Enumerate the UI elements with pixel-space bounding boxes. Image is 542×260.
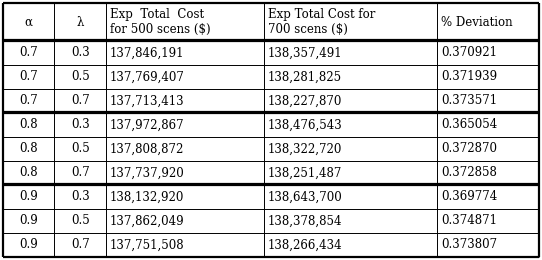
Text: 0.369774: 0.369774 xyxy=(441,191,498,204)
Text: 138,266,434: 138,266,434 xyxy=(268,238,343,251)
Text: 0.9: 0.9 xyxy=(20,191,38,204)
Text: 137,737,920: 137,737,920 xyxy=(110,166,185,179)
Text: 0.7: 0.7 xyxy=(20,70,38,83)
Text: λ: λ xyxy=(76,16,84,29)
Text: 0.370921: 0.370921 xyxy=(441,47,497,60)
Text: 0.374871: 0.374871 xyxy=(441,214,497,228)
Text: % Deviation: % Deviation xyxy=(441,16,513,29)
Text: 0.373571: 0.373571 xyxy=(441,94,497,107)
Text: 138,378,854: 138,378,854 xyxy=(268,214,343,228)
Text: 0.7: 0.7 xyxy=(20,47,38,60)
Text: 0.373807: 0.373807 xyxy=(441,238,497,251)
Text: 0.9: 0.9 xyxy=(20,214,38,228)
Text: 0.8: 0.8 xyxy=(20,142,38,155)
Text: 0.7: 0.7 xyxy=(71,166,89,179)
Text: α: α xyxy=(25,16,33,29)
Text: 0.5: 0.5 xyxy=(71,214,89,228)
Text: 0.5: 0.5 xyxy=(71,70,89,83)
Text: 0.8: 0.8 xyxy=(20,119,38,132)
Text: 0.372858: 0.372858 xyxy=(441,166,497,179)
Text: 0.3: 0.3 xyxy=(71,47,89,60)
Text: 137,862,049: 137,862,049 xyxy=(110,214,184,228)
Text: 138,132,920: 138,132,920 xyxy=(110,191,184,204)
Text: 0.8: 0.8 xyxy=(20,166,38,179)
Text: Exp  Total  Cost
for 500 scens ($): Exp Total Cost for 500 scens ($) xyxy=(110,8,210,36)
Text: 138,476,543: 138,476,543 xyxy=(268,119,343,132)
Text: 137,972,867: 137,972,867 xyxy=(110,119,184,132)
Text: 137,808,872: 137,808,872 xyxy=(110,142,184,155)
Text: 137,751,508: 137,751,508 xyxy=(110,238,184,251)
Text: 0.7: 0.7 xyxy=(71,238,89,251)
Text: 0.371939: 0.371939 xyxy=(441,70,497,83)
Text: 138,251,487: 138,251,487 xyxy=(268,166,343,179)
Text: 138,357,491: 138,357,491 xyxy=(268,47,343,60)
Text: 0.5: 0.5 xyxy=(71,142,89,155)
Text: 138,643,700: 138,643,700 xyxy=(268,191,343,204)
Text: 0.365054: 0.365054 xyxy=(441,119,498,132)
Text: 0.3: 0.3 xyxy=(71,119,89,132)
Text: 138,281,825: 138,281,825 xyxy=(268,70,342,83)
Text: 0.9: 0.9 xyxy=(20,238,38,251)
Text: 0.7: 0.7 xyxy=(20,94,38,107)
Text: 0.372870: 0.372870 xyxy=(441,142,497,155)
Text: 137,769,407: 137,769,407 xyxy=(110,70,185,83)
Text: 137,713,413: 137,713,413 xyxy=(110,94,184,107)
Text: 137,846,191: 137,846,191 xyxy=(110,47,184,60)
Text: Exp Total Cost for
700 scens ($): Exp Total Cost for 700 scens ($) xyxy=(268,8,376,36)
Text: 138,322,720: 138,322,720 xyxy=(268,142,343,155)
Text: 0.7: 0.7 xyxy=(71,94,89,107)
Text: 138,227,870: 138,227,870 xyxy=(268,94,343,107)
Text: 0.3: 0.3 xyxy=(71,191,89,204)
